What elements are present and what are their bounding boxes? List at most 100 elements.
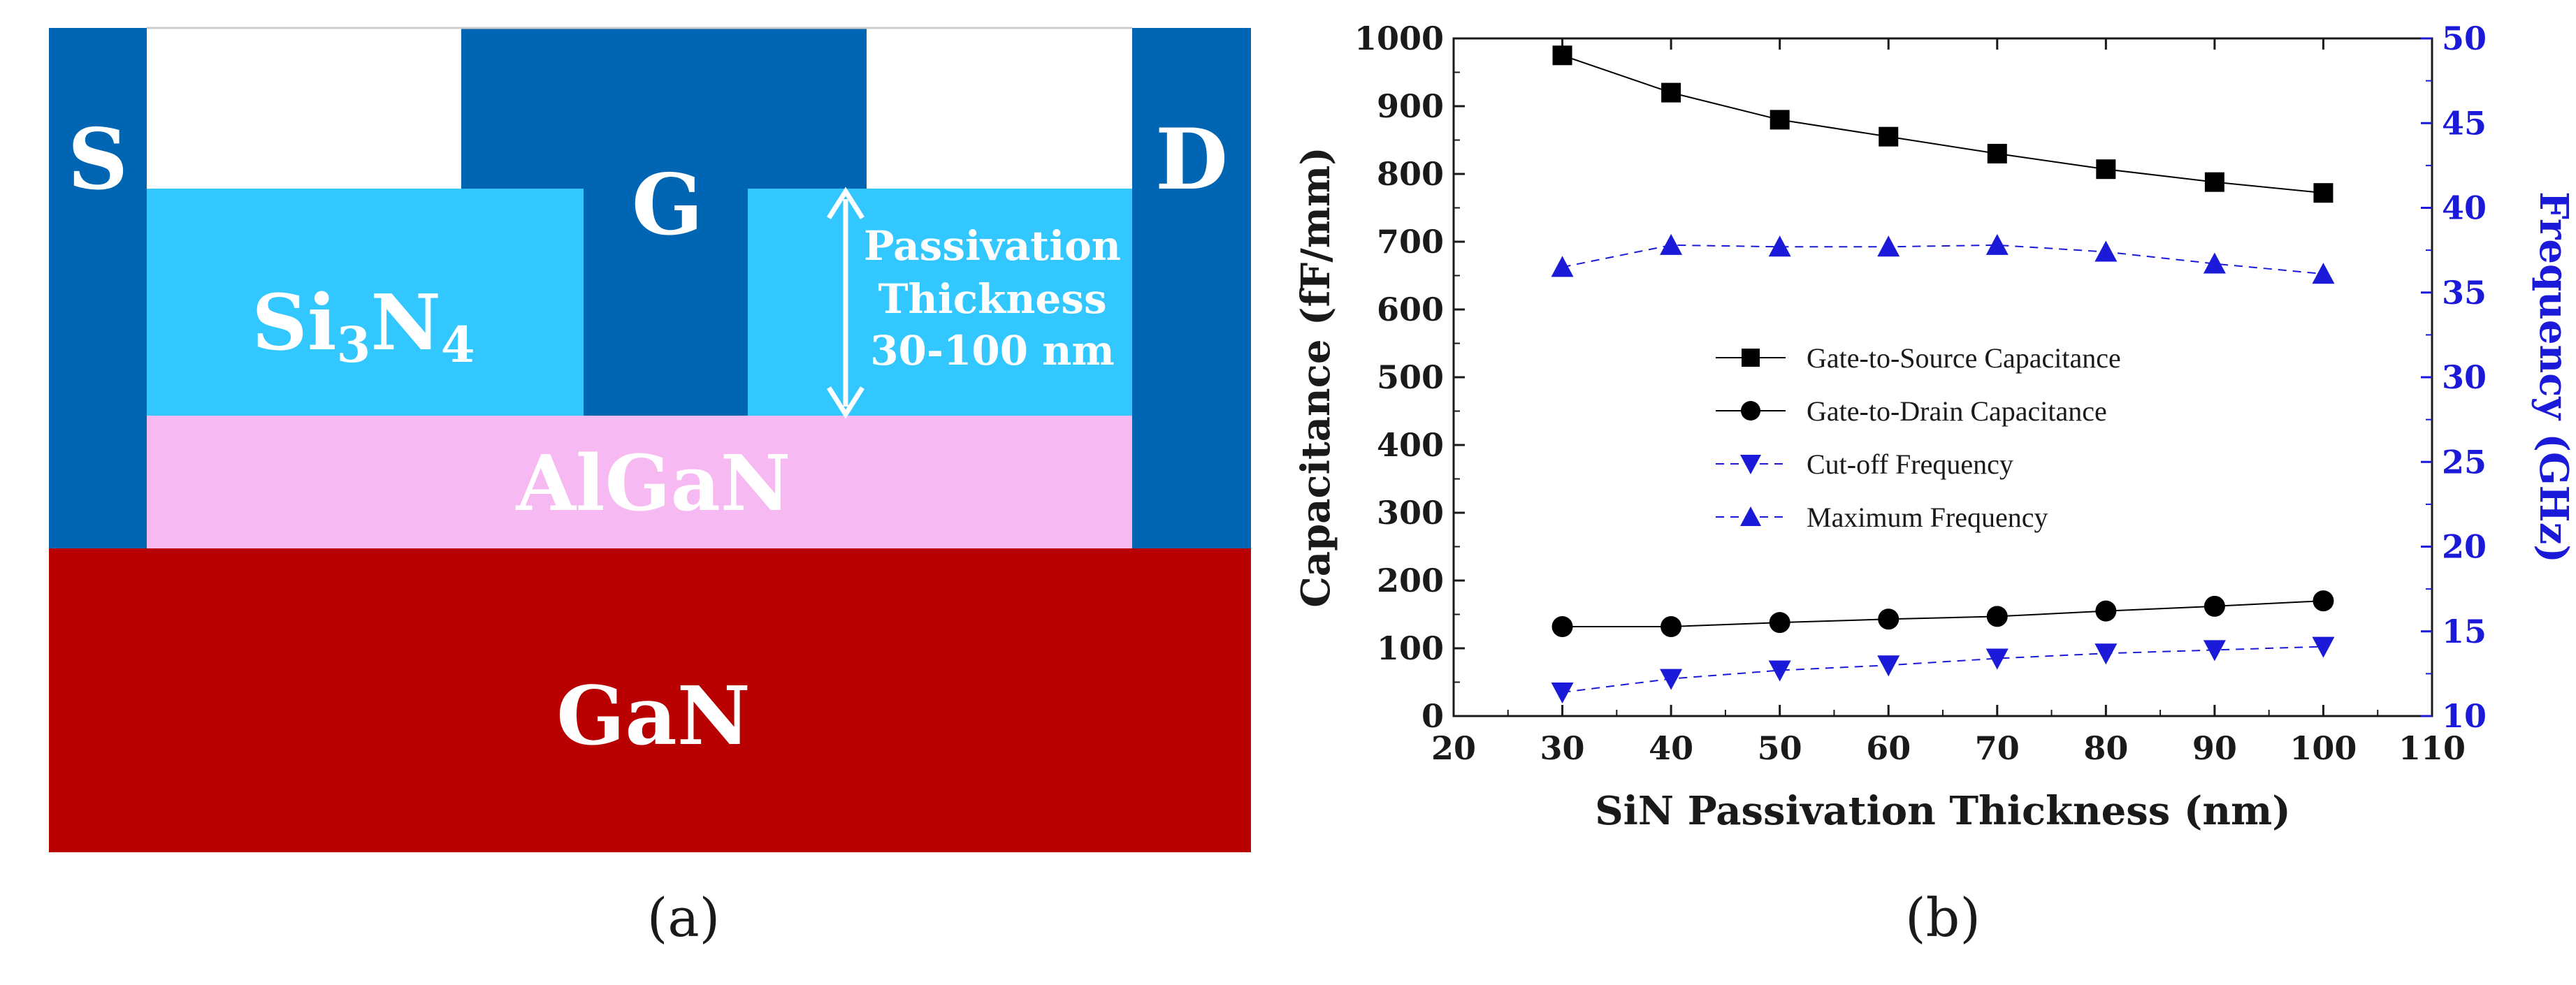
data-point <box>2313 590 2334 612</box>
data-point <box>1986 606 2008 627</box>
series-1 <box>1552 45 2333 203</box>
series-line <box>1562 645 2324 694</box>
y-tick-label: 900 <box>1377 87 1444 125</box>
y-tick-label: 400 <box>1377 426 1444 464</box>
source-label: S <box>68 110 129 209</box>
legend-label: Gate-to-Drain Capacitance <box>1807 395 2107 427</box>
data-point <box>1660 669 1683 690</box>
legend-marker <box>1741 401 1760 421</box>
si3n4-right-block <box>748 189 1132 416</box>
data-point <box>1770 110 1790 130</box>
data-point <box>2203 252 2226 274</box>
data-point <box>1551 683 1574 704</box>
data-point <box>1985 233 2009 255</box>
x-tick-label: 40 <box>1649 729 1693 767</box>
plot-frame <box>1452 37 2433 717</box>
data-point <box>2094 643 2118 665</box>
series-line <box>1562 244 2324 275</box>
y-axis-label-left: Capacitance (fF/mm) <box>1293 147 1339 608</box>
data-point <box>2094 240 2118 262</box>
panel-b-caption: (b) <box>1905 886 1981 949</box>
x-tick-label: 30 <box>1540 729 1585 767</box>
source-contact <box>49 28 147 548</box>
thickness-label-line1: Passivation <box>864 222 1121 270</box>
gate-label: G <box>632 156 703 254</box>
legend-marker <box>1740 455 1761 474</box>
y-axis-left-ticks: 0 100 200 300 400 500 600 700 800 900 1000 <box>1354 20 1465 735</box>
data-point <box>2313 183 2333 203</box>
data-point <box>2203 640 2226 662</box>
data-point <box>1987 143 2007 163</box>
algan-barrier-layer <box>147 416 1132 548</box>
data-point <box>1878 608 1900 630</box>
si3n4-left-block <box>147 189 584 416</box>
legend-label: Gate-to-Source Capacitance <box>1807 342 2121 374</box>
data-point <box>1551 256 1574 277</box>
x-tick-label: 90 <box>2192 729 2237 767</box>
y-right-tick-label: 25 <box>2442 443 2487 481</box>
thickness-arrow-head-top <box>827 187 864 219</box>
x-tick-label: 70 <box>1975 729 2020 767</box>
y-tick-label: 800 <box>1377 155 1444 193</box>
data-point <box>1768 660 1791 682</box>
y-right-tick-label: 20 <box>2442 528 2487 566</box>
algan-label: AlGaN <box>516 438 791 528</box>
x-tick-label: 50 <box>1758 729 1802 767</box>
data-point <box>1877 235 1900 257</box>
series-3 <box>1551 636 2335 704</box>
data-point <box>1660 233 1683 255</box>
data-point <box>1551 615 1573 637</box>
data-point <box>1661 82 1681 103</box>
y-right-tick-label: 15 <box>2442 613 2487 650</box>
x-axis-ticks: 20 30 40 50 60 70 80 90 100 110 <box>1431 38 2466 767</box>
drain-contact <box>1132 28 1251 548</box>
y-tick-label: 300 <box>1377 494 1444 532</box>
y-tick-label: 1000 <box>1354 20 1444 57</box>
data-point <box>2095 600 2117 622</box>
si3n4-label: Si3N4 <box>252 277 475 374</box>
y-axis-label-right: Frequency (GHz) <box>2531 191 2576 563</box>
series-layer <box>1551 45 2335 704</box>
x-tick-label: 60 <box>1866 729 1911 767</box>
legend-label: Maximum Frequency <box>1807 502 2048 533</box>
series-line <box>1562 600 2324 627</box>
series-2 <box>1551 590 2334 637</box>
y-tick-label: 700 <box>1377 223 1444 261</box>
data-point <box>1877 655 1900 677</box>
y-tick-label: 500 <box>1377 358 1444 396</box>
x-tick-label: 110 <box>2398 729 2466 767</box>
data-point <box>2096 159 2116 180</box>
y-right-tick-label: 40 <box>2442 189 2487 227</box>
x-tick-label: 80 <box>2083 729 2128 767</box>
series-4 <box>1551 233 2335 284</box>
y-tick-label: 0 <box>1421 697 1444 735</box>
legend-marker <box>1742 349 1760 367</box>
y-tick-label: 100 <box>1377 629 1444 667</box>
data-point <box>1768 235 1791 257</box>
thickness-arrow <box>827 187 864 419</box>
panel-a-caption: (a) <box>647 886 721 949</box>
data-point <box>2204 172 2224 192</box>
x-tick-label: 20 <box>1431 729 1476 767</box>
thickness-label-line3: 30-100 nm <box>870 327 1115 374</box>
y-right-tick-label: 10 <box>2442 697 2487 735</box>
x-axis-label: SiN Passivation Thickness (nm) <box>1595 788 2291 834</box>
gan-label: GaN <box>556 669 751 764</box>
thickness-arrow-head-bottom <box>827 386 864 419</box>
device-cross-section-diagram: S G D Si3N4 AlGaN GaN Passivation Thickn… <box>49 27 1251 949</box>
legend-marker <box>1740 506 1761 526</box>
y-right-tick-label: 35 <box>2442 274 2487 312</box>
y-tick-label: 600 <box>1377 291 1444 328</box>
data-point <box>2312 263 2335 284</box>
gate-contact-stem <box>584 189 748 416</box>
y-tick-label: 200 <box>1377 562 1444 599</box>
data-point <box>1769 612 1790 634</box>
series-line <box>1562 54 2324 194</box>
gate-contact-cap <box>461 28 867 189</box>
legend-label: Cut-off Frequency <box>1807 448 2013 480</box>
thickness-label-line2: Thickness <box>878 275 1106 323</box>
data-point <box>1879 126 1899 147</box>
capacitance-frequency-chart: 20 30 40 50 60 70 80 90 100 110 0 100 200 300 400 500 6… <box>1293 20 2576 949</box>
gan-substrate-layer <box>49 548 1251 852</box>
data-point <box>2312 636 2335 658</box>
